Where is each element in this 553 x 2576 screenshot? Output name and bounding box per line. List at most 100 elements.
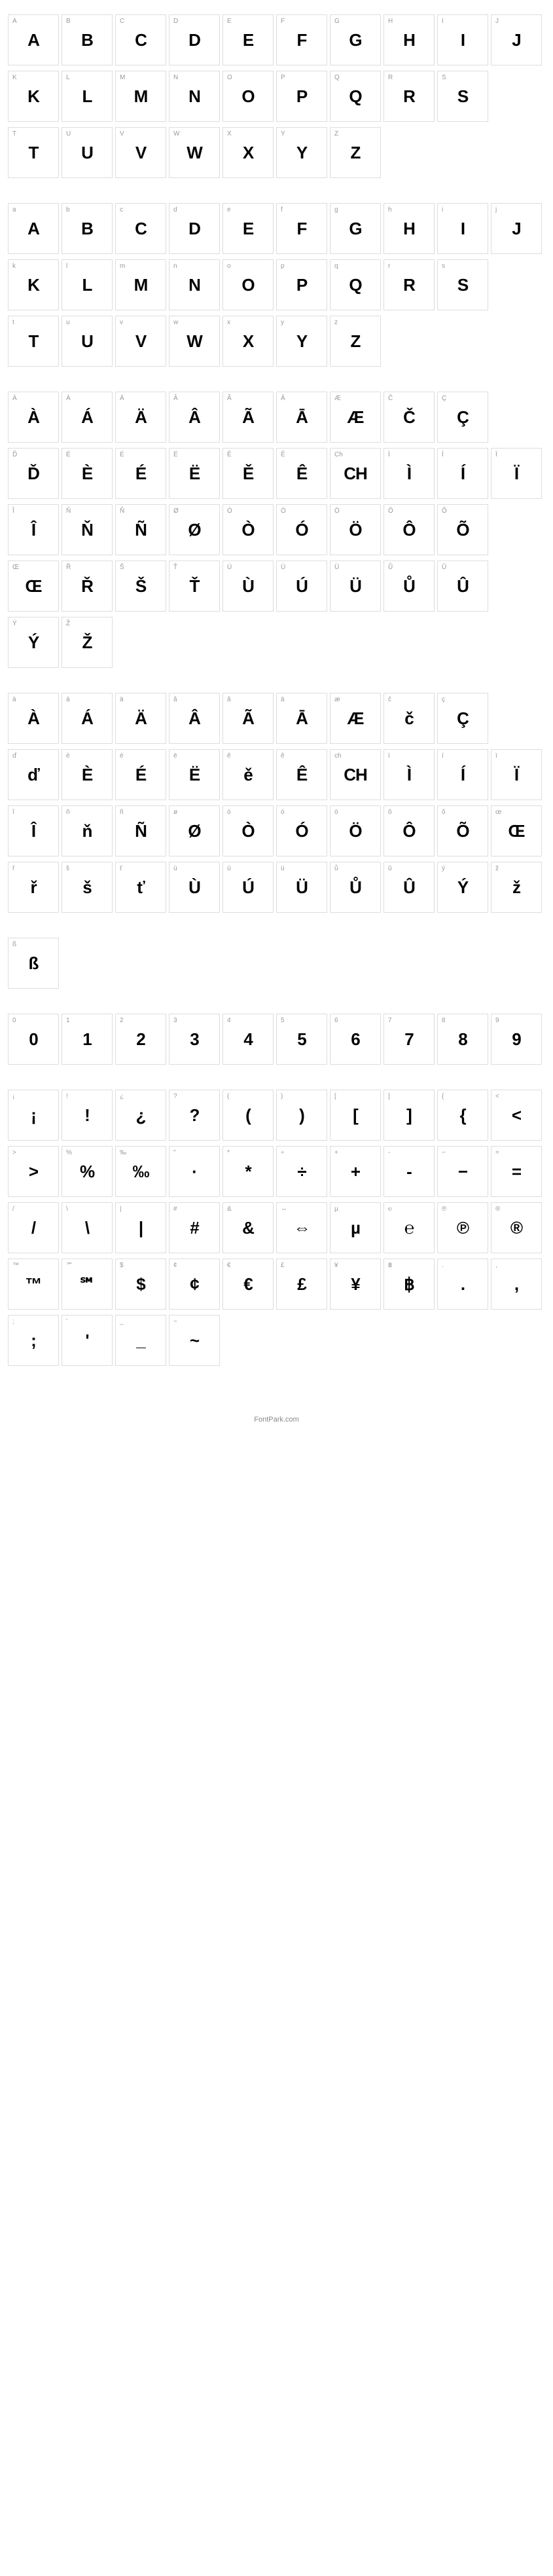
glyph-cell[interactable]: ÓÓ: [276, 504, 327, 555]
glyph-cell[interactable]: áÁ: [62, 693, 113, 744]
glyph-cell[interactable]: ℠℠: [62, 1259, 113, 1310]
glyph-cell[interactable]: ŇŇ: [62, 504, 113, 555]
glyph-cell[interactable]: bB: [62, 203, 113, 254]
glyph-cell[interactable]: žž: [491, 862, 542, 913]
glyph-cell[interactable]: ÍÍ: [437, 448, 488, 499]
glyph-cell[interactable]: ™™: [8, 1259, 59, 1310]
glyph-cell[interactable]: xX: [223, 316, 274, 367]
glyph-cell[interactable]: ??: [169, 1090, 220, 1141]
glyph-cell[interactable]: ØØ: [169, 504, 220, 555]
glyph-cell[interactable]: ÏÏ: [491, 448, 542, 499]
glyph-cell[interactable]: ChCH: [330, 448, 381, 499]
glyph-cell[interactable]: ßß: [8, 938, 59, 989]
glyph-cell[interactable]: ÷÷: [276, 1146, 327, 1197]
glyph-cell[interactable]: iI: [437, 203, 488, 254]
glyph-cell[interactable]: JJ: [491, 14, 542, 65]
glyph-cell[interactable]: 00: [8, 1014, 59, 1065]
glyph-cell[interactable]: 11: [62, 1014, 113, 1065]
glyph-cell[interactable]: uU: [62, 316, 113, 367]
glyph-cell[interactable]: ÈÈ: [62, 448, 113, 499]
glyph-cell[interactable]: __: [115, 1315, 166, 1366]
glyph-cell[interactable]: ฿฿: [384, 1259, 435, 1310]
glyph-cell[interactable]: ‰‰: [115, 1146, 166, 1197]
glyph-cell[interactable]: XX: [223, 127, 274, 178]
glyph-cell[interactable]: GG: [330, 14, 381, 65]
glyph-cell[interactable]: ŽŽ: [62, 617, 113, 668]
glyph-cell[interactable]: 44: [223, 1014, 274, 1065]
glyph-cell[interactable]: ÊÊ: [276, 448, 327, 499]
glyph-cell[interactable]: <<: [491, 1090, 542, 1141]
glyph-cell[interactable]: ôÔ: [384, 805, 435, 856]
glyph-cell[interactable]: ŠŠ: [115, 561, 166, 612]
glyph-cell[interactable]: ÃÃ: [223, 392, 274, 443]
glyph-cell[interactable]: HH: [384, 14, 435, 65]
glyph-cell[interactable]: çÇ: [437, 693, 488, 744]
glyph-cell[interactable]: äÄ: [115, 693, 166, 744]
glyph-cell[interactable]: KK: [8, 71, 59, 122]
glyph-cell[interactable]: ¡¡: [8, 1090, 59, 1141]
glyph-cell[interactable]: 99: [491, 1014, 542, 1065]
glyph-cell[interactable]: 88: [437, 1014, 488, 1065]
glyph-cell[interactable]: chCH: [330, 749, 381, 800]
glyph-cell[interactable]: "·: [169, 1146, 220, 1197]
glyph-cell[interactable]: ãÃ: [223, 693, 274, 744]
glyph-cell[interactable]: II: [437, 14, 488, 65]
glyph-cell[interactable]: --: [384, 1146, 435, 1197]
glyph-cell[interactable]: lL: [62, 259, 113, 310]
glyph-cell[interactable]: nN: [169, 259, 220, 310]
glyph-cell[interactable]: 77: [384, 1014, 435, 1065]
glyph-cell[interactable]: ÁÁ: [62, 392, 113, 443]
glyph-cell[interactable]: kK: [8, 259, 59, 310]
glyph-cell[interactable]: ŮŮ: [384, 561, 435, 612]
glyph-cell[interactable]: ÒÒ: [223, 504, 274, 555]
glyph-cell[interactable]: ŤŤ: [169, 561, 220, 612]
glyph-cell[interactable]: dD: [169, 203, 220, 254]
glyph-cell[interactable]: ÝÝ: [8, 617, 59, 668]
glyph-cell[interactable]: ýÝ: [437, 862, 488, 913]
glyph-cell[interactable]: ÂÂ: [169, 392, 220, 443]
glyph-cell[interactable]: ®®: [491, 1202, 542, 1253]
glyph-cell[interactable]: sS: [437, 259, 488, 310]
glyph-cell[interactable]: öÖ: [330, 805, 381, 856]
glyph-cell[interactable]: ¥¥: [330, 1259, 381, 1310]
glyph-cell[interactable]: ÙÙ: [223, 561, 274, 612]
glyph-cell[interactable]: LL: [62, 71, 113, 122]
glyph-cell[interactable]: wW: [169, 316, 220, 367]
glyph-cell[interactable]: ÖÖ: [330, 504, 381, 555]
glyph-cell[interactable]: ëË: [169, 749, 220, 800]
glyph-cell[interactable]: OO: [223, 71, 274, 122]
glyph-cell[interactable]: rR: [384, 259, 435, 310]
glyph-cell[interactable]: ÀÀ: [8, 392, 59, 443]
glyph-cell[interactable]: ℮℮: [384, 1202, 435, 1253]
glyph-cell[interactable]: ÄÄ: [115, 392, 166, 443]
glyph-cell[interactable]: ||: [115, 1202, 166, 1253]
glyph-cell[interactable]: hH: [384, 203, 435, 254]
glyph-cell[interactable]: PP: [276, 71, 327, 122]
glyph-cell[interactable]: ùÙ: [169, 862, 220, 913]
glyph-cell[interactable]: RR: [384, 71, 435, 122]
glyph-cell[interactable]: qQ: [330, 259, 381, 310]
glyph-cell[interactable]: ;;: [8, 1315, 59, 1366]
glyph-cell[interactable]: ÎÎ: [8, 504, 59, 555]
glyph-cell[interactable]: BB: [62, 14, 113, 65]
glyph-cell[interactable]: CC: [115, 14, 166, 65]
glyph-cell[interactable]: ##: [169, 1202, 220, 1253]
glyph-cell[interactable]: ŘŘ: [62, 561, 113, 612]
glyph-cell[interactable]: gG: [330, 203, 381, 254]
glyph-cell[interactable]: ÌÌ: [384, 448, 435, 499]
glyph-cell[interactable]: ûÛ: [384, 862, 435, 913]
glyph-cell[interactable]: óÓ: [276, 805, 327, 856]
glyph-cell[interactable]: pP: [276, 259, 327, 310]
glyph-cell[interactable]: ÚÚ: [276, 561, 327, 612]
glyph-cell[interactable]: àÀ: [8, 693, 59, 744]
glyph-cell[interactable]: UU: [62, 127, 113, 178]
glyph-cell[interactable]: æÆ: [330, 693, 381, 744]
glyph-cell[interactable]: íÍ: [437, 749, 488, 800]
glyph-cell[interactable]: '': [62, 1315, 113, 1366]
glyph-cell[interactable]: âÂ: [169, 693, 220, 744]
glyph-cell[interactable]: fF: [276, 203, 327, 254]
glyph-cell[interactable]: šš: [62, 862, 113, 913]
glyph-cell[interactable]: ((: [223, 1090, 274, 1141]
glyph-cell[interactable]: éÉ: [115, 749, 166, 800]
glyph-cell[interactable]: \\: [62, 1202, 113, 1253]
